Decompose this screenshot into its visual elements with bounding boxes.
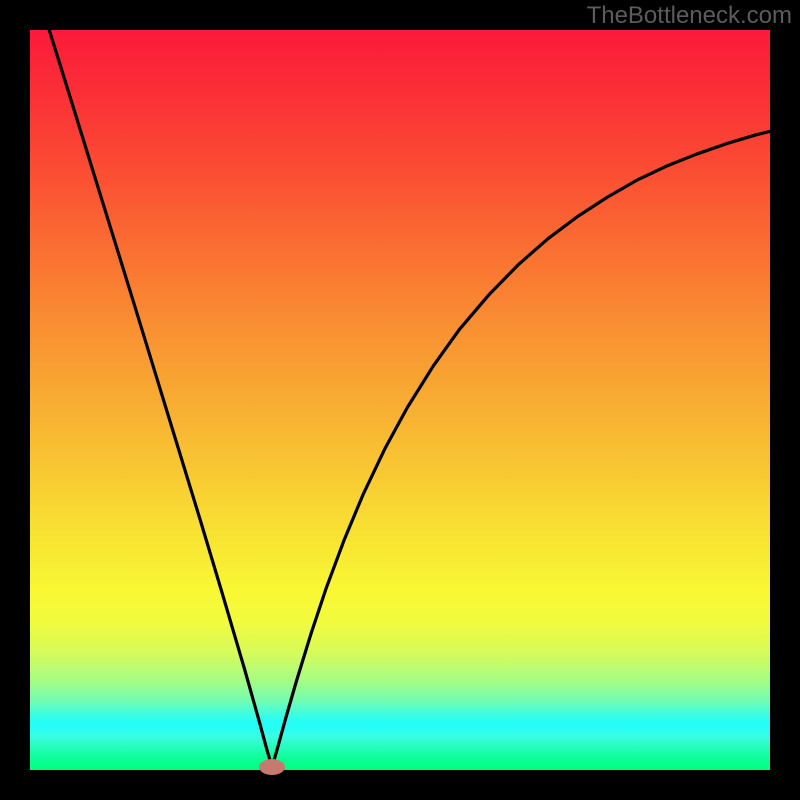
curve-layer [0, 0, 800, 800]
chart-container: TheBottleneck.com [0, 0, 800, 800]
watermark-text: TheBottleneck.com [587, 2, 792, 30]
minimum-marker [259, 759, 285, 775]
bottleneck-curve [49, 30, 770, 767]
